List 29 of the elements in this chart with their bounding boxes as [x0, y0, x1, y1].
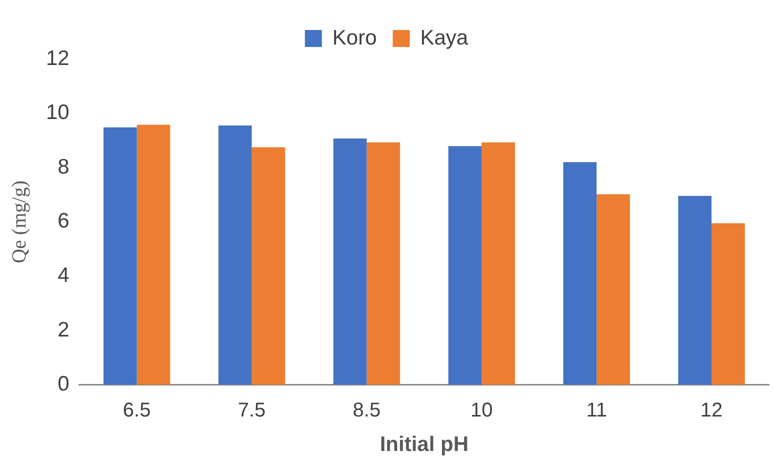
y-tick-label: 2	[58, 318, 70, 342]
x-axis-title: Initial pH	[380, 433, 469, 456]
x-tick-label: 11	[586, 399, 607, 422]
x-tick-label: 10	[470, 399, 493, 422]
bar	[482, 142, 515, 385]
y-tick-label: 8	[58, 155, 70, 178]
y-tick-label: 4	[58, 264, 70, 287]
bar	[712, 223, 745, 385]
x-tick-label: 12	[700, 399, 723, 422]
bar	[448, 146, 482, 385]
bar	[103, 127, 137, 385]
x-tick-label: 7.5	[238, 399, 266, 422]
y-tick-label: 10	[46, 101, 70, 124]
legend-label: Koro	[332, 26, 377, 50]
bar	[252, 147, 286, 385]
bar	[596, 194, 630, 385]
bar	[366, 142, 400, 385]
y-tick-label: 0	[58, 372, 70, 396]
legend-label: Kaya	[420, 26, 468, 50]
x-tick-label: 8.5	[352, 399, 381, 422]
y-axis-title: Qe (mg/g)	[8, 180, 30, 264]
y-tick-label: 6	[58, 210, 70, 233]
bar	[218, 126, 252, 385]
bar	[563, 162, 597, 385]
bar	[333, 138, 367, 385]
x-tick-label: 6.5	[122, 399, 151, 422]
bar	[678, 196, 712, 385]
y-tick-label: 12	[46, 46, 70, 70]
bar	[136, 124, 170, 385]
